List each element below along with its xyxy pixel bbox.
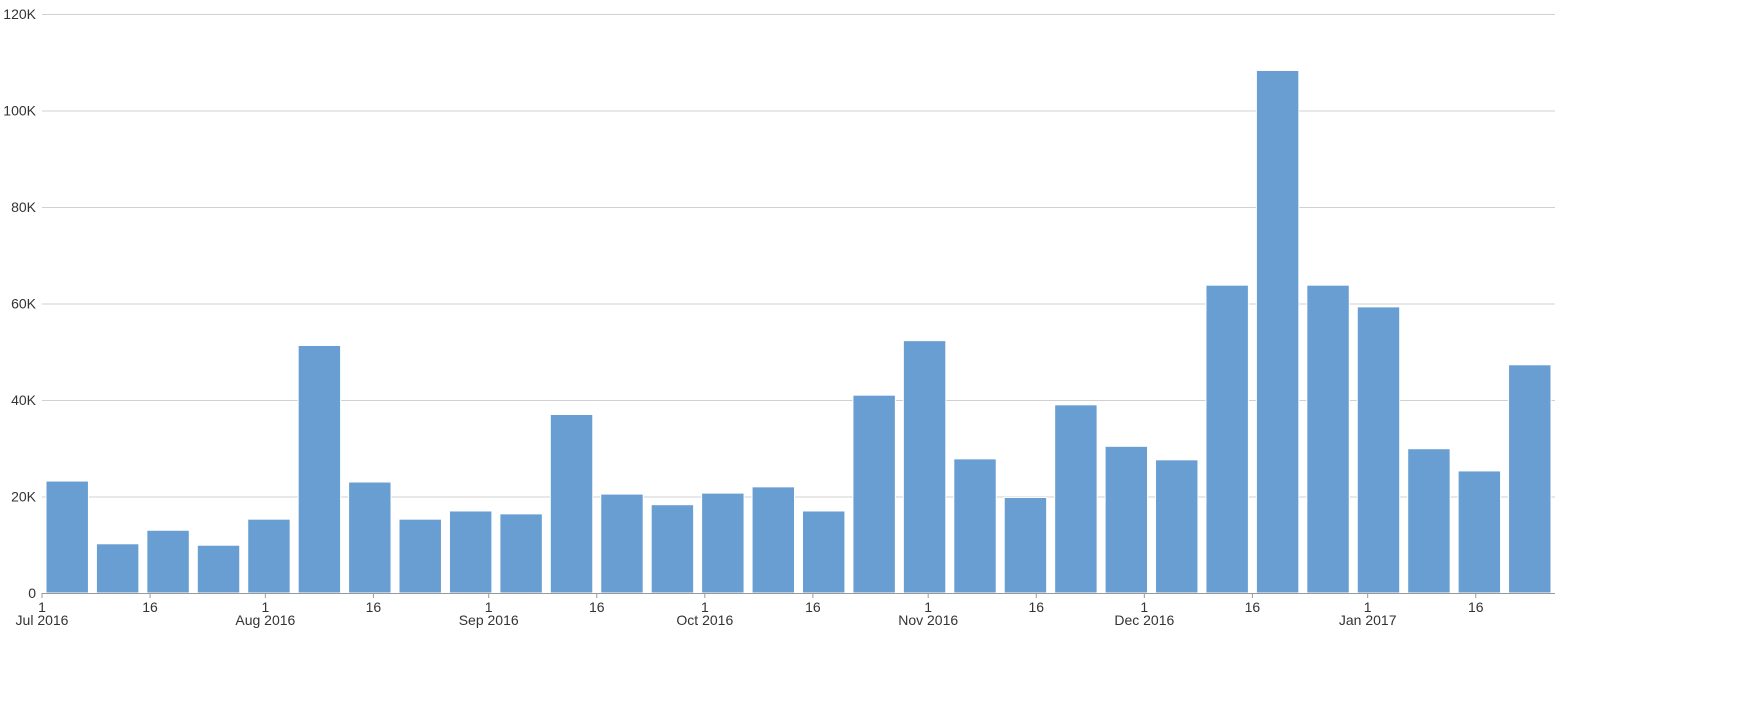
bar[interactable] [1407,448,1451,594]
bar[interactable] [95,543,140,594]
y-tick-label: 40K [11,392,37,408]
x-tick-label: 16 [142,599,158,615]
bar[interactable] [600,493,644,594]
bar[interactable] [1306,284,1350,594]
y-tick-label: 120K [3,6,36,22]
bar[interactable] [1205,284,1249,594]
bar[interactable] [802,510,846,594]
bar[interactable] [902,340,947,594]
x-tick-label: 1 [38,599,46,615]
bar[interactable] [701,492,745,594]
bar[interactable] [1054,404,1098,594]
y-tick-label: 60K [11,296,37,312]
x-tick-label: 1 [485,599,493,615]
x-tick-sublabel: Jul 2016 [16,612,69,628]
bar[interactable] [1155,459,1199,594]
y-tick-label: 0 [28,585,36,601]
x-tick-label: 1 [701,599,709,615]
bar[interactable] [751,486,796,594]
bar[interactable] [1003,496,1048,594]
bar[interactable] [45,480,89,594]
x-tick-label: 1 [924,599,932,615]
bar[interactable] [852,394,896,594]
bar[interactable] [348,481,392,594]
x-tick-label: 1 [261,599,269,615]
y-axis-labels: 0 20K 40K 60K 80K 100K 120K [3,6,36,601]
x-tick-sublabel: Sep 2016 [459,612,519,628]
bar[interactable] [1104,445,1149,594]
x-tick-label: 1 [1140,599,1148,615]
x-tick-sublabel: Dec 2016 [1114,612,1174,628]
bar[interactable] [146,529,190,594]
y-tick-label: 20K [11,489,37,505]
x-tick-sublabel: Jan 2017 [1339,612,1397,628]
bar[interactable] [953,458,997,594]
x-tick-label: 16 [1245,599,1261,615]
bar[interactable] [549,413,594,594]
x-tick-sublabel: Aug 2016 [235,612,295,628]
bar[interactable] [1255,69,1300,594]
bar[interactable] [196,544,241,594]
bar[interactable] [499,513,543,594]
y-tick-label: 100K [3,103,36,119]
bar[interactable] [398,518,442,594]
bar[interactable] [1457,470,1502,594]
x-tick-label: 1 [1364,599,1372,615]
x-tick-sublabel: Nov 2016 [898,612,958,628]
bar[interactable] [297,344,342,594]
x-tick-label: 16 [805,599,821,615]
bar[interactable] [448,510,493,594]
bar[interactable] [247,518,291,594]
x-tick-label: 16 [1468,599,1484,615]
x-tick-label: 16 [589,599,605,615]
bar[interactable] [1356,306,1401,594]
x-tick-label: 16 [366,599,382,615]
x-tick-sublabel: Oct 2016 [676,612,733,628]
x-tick-label: 16 [1028,599,1044,615]
grid-lines [42,14,1555,498]
bar[interactable] [1508,364,1552,594]
bar[interactable] [650,504,695,594]
x-axis [41,593,1555,598]
y-tick-label: 80K [11,199,37,215]
bar-series [45,69,1552,594]
